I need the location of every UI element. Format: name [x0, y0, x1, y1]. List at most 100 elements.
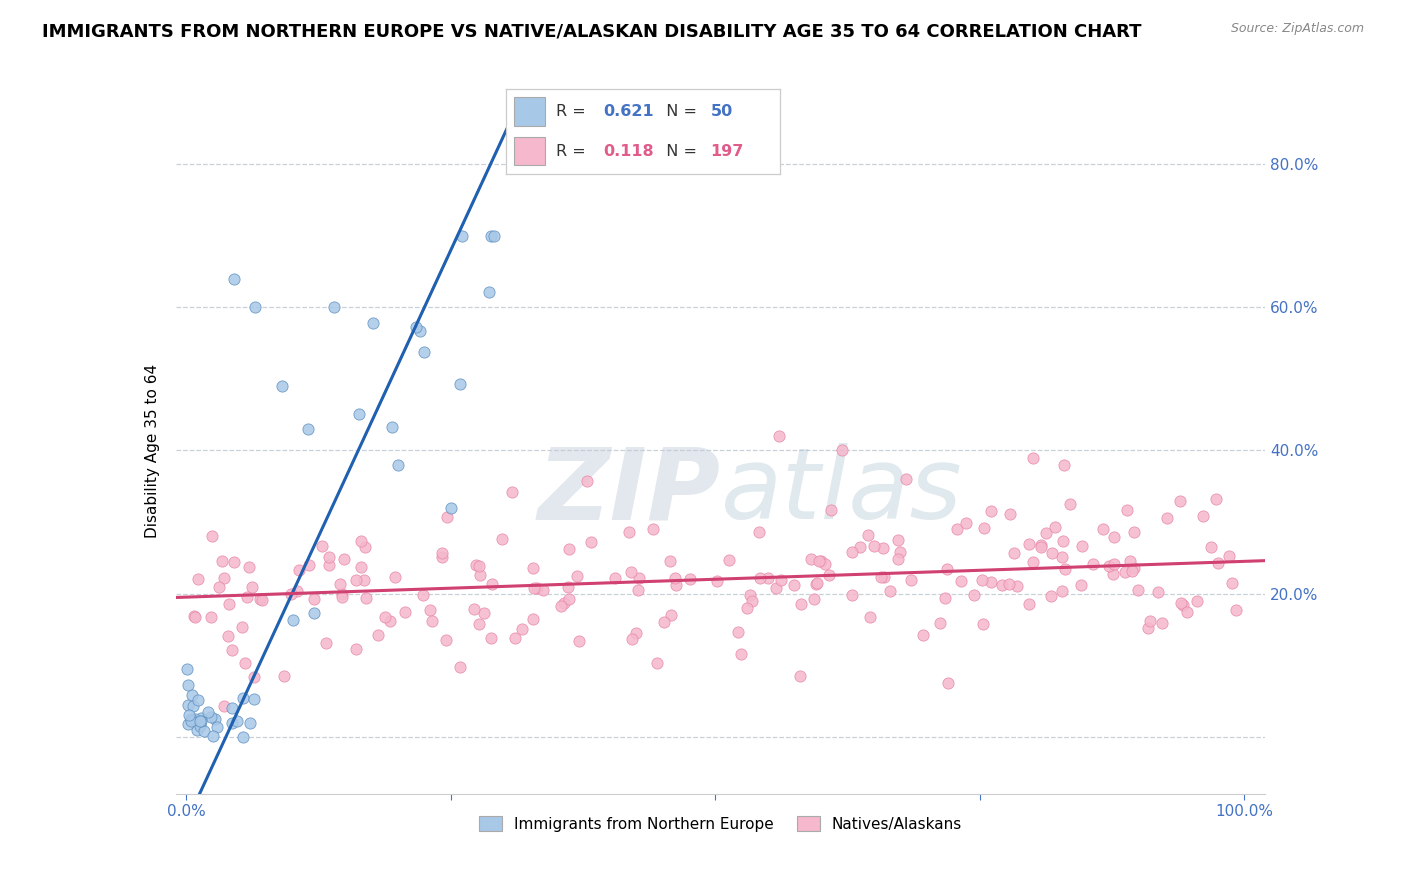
Point: [184, 712, 207, 726]
Point: [627, 582, 650, 597]
Point: [249, 592, 271, 607]
Point: [221, 716, 243, 731]
Point: [970, 573, 993, 587]
Point: [354, 540, 377, 554]
Point: [936, 562, 959, 576]
Point: [735, 600, 758, 615]
Point: [661, 607, 683, 622]
Point: [718, 553, 741, 567]
Point: [201, 729, 224, 743]
Point: [575, 475, 598, 489]
Point: [998, 508, 1021, 522]
Point: [190, 714, 212, 728]
Point: [184, 610, 207, 624]
Point: [803, 592, 825, 607]
Point: [848, 540, 870, 554]
Text: IMMIGRANTS FROM NORTHERN EUROPE VS NATIVE/ALASKAN DISABILITY AGE 35 TO 64 CORREL: IMMIGRANTS FROM NORTHERN EUROPE VS NATIV…: [42, 22, 1142, 40]
Point: [1220, 575, 1243, 590]
Point: [1119, 554, 1142, 568]
Point: [217, 629, 239, 643]
Point: [963, 588, 986, 602]
Point: [177, 677, 200, 691]
Point: [1170, 596, 1192, 610]
Point: [568, 634, 591, 648]
Point: [432, 545, 454, 559]
Point: [1039, 589, 1062, 603]
Point: [800, 552, 823, 566]
Point: [738, 588, 761, 602]
Point: [645, 657, 668, 671]
Point: [236, 590, 259, 604]
Point: [207, 580, 229, 594]
Point: [181, 688, 204, 702]
Point: [440, 500, 463, 515]
Point: [659, 554, 682, 568]
Point: [1101, 566, 1123, 581]
Point: [579, 534, 602, 549]
Point: [557, 580, 579, 594]
Point: [889, 545, 911, 559]
Text: 50: 50: [710, 103, 733, 119]
Text: ZIP: ZIP: [537, 443, 721, 541]
Point: [643, 522, 665, 536]
Point: [1115, 503, 1137, 517]
Point: [741, 594, 763, 608]
Point: [180, 712, 202, 726]
Point: [1002, 546, 1025, 560]
Point: [381, 420, 404, 434]
Point: [221, 643, 243, 657]
Point: [1054, 561, 1077, 575]
Point: [998, 577, 1021, 591]
Point: [186, 572, 208, 586]
Point: [765, 581, 787, 595]
Point: [197, 706, 219, 720]
Point: [177, 698, 200, 712]
Point: [200, 710, 222, 724]
Text: R =: R =: [555, 103, 591, 119]
Point: [1050, 584, 1073, 599]
Point: [872, 570, 894, 584]
Point: [1052, 549, 1074, 564]
Point: [242, 670, 264, 684]
Point: [783, 578, 806, 592]
Point: [664, 571, 686, 585]
Point: [789, 669, 811, 683]
Point: [1018, 597, 1040, 611]
Point: [481, 228, 503, 243]
Point: [491, 532, 513, 546]
Point: [550, 599, 572, 614]
Point: [1021, 450, 1043, 465]
Point: [233, 656, 256, 670]
Point: [329, 576, 352, 591]
Point: [1152, 615, 1174, 630]
Point: [1199, 540, 1222, 554]
Point: [297, 422, 319, 436]
Point: [222, 555, 245, 569]
Point: [1171, 599, 1194, 613]
Point: [980, 503, 1002, 517]
Point: [449, 377, 471, 392]
Point: [1098, 558, 1121, 573]
Point: [624, 625, 647, 640]
Point: [465, 558, 488, 572]
Point: [1121, 565, 1143, 579]
Point: [176, 717, 198, 731]
Point: [193, 723, 215, 738]
Point: [522, 612, 544, 626]
Point: [201, 529, 224, 543]
Point: [928, 616, 950, 631]
Point: [1177, 605, 1199, 619]
Point: [180, 714, 202, 728]
Point: [451, 228, 474, 243]
Point: [769, 573, 792, 587]
Point: [315, 635, 337, 649]
Point: [620, 565, 643, 579]
Point: [936, 676, 959, 690]
Point: [330, 587, 353, 601]
Point: [627, 571, 650, 585]
Point: [820, 502, 842, 516]
Point: [298, 558, 321, 572]
Point: [378, 614, 401, 628]
Point: [218, 597, 240, 611]
Point: [468, 617, 491, 632]
